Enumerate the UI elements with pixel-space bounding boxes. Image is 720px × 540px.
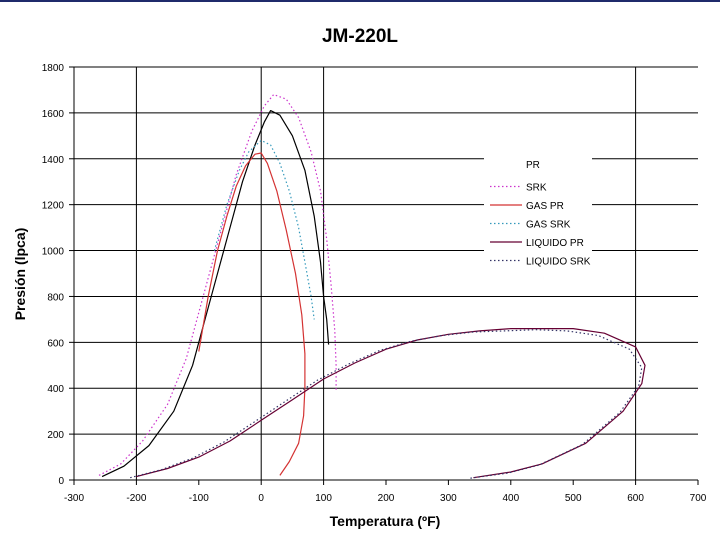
- series-layer: [98, 93, 646, 479]
- chart-title: JM-220L: [321, 26, 399, 47]
- y-tick-label: 0: [58, 476, 64, 487]
- series-line-pr: [101, 110, 330, 478]
- x-tick-label: 300: [440, 493, 457, 504]
- legend-label: GAS SRK: [526, 220, 571, 231]
- legend-label: SRK: [526, 183, 547, 194]
- y-tick-label: 1400: [42, 155, 65, 166]
- x-tick-label: 200: [378, 493, 395, 504]
- top-border: [0, 0, 720, 2]
- y-tick-label: 600: [47, 338, 64, 349]
- x-tick-label: 700: [690, 493, 707, 504]
- legend-box: [484, 154, 592, 273]
- series-line-liquido-pr: [136, 328, 646, 479]
- y-tick-label: 1200: [42, 201, 65, 212]
- grid-lines: [74, 66, 698, 481]
- x-tick-label: 500: [565, 493, 582, 504]
- x-axis-label: Temperatura (ºF): [329, 513, 441, 529]
- x-tick-label: 0: [258, 493, 264, 504]
- series-line-gas-srk: [213, 139, 315, 320]
- legend-label: LIQUIDO SRK: [526, 257, 591, 268]
- series-line-liquido-srk: [130, 329, 643, 479]
- y-tick-label: 1000: [42, 247, 65, 258]
- y-tick-label: 1800: [42, 63, 65, 74]
- y-tick-label: 400: [47, 384, 64, 395]
- legend-label: GAS PR: [526, 201, 564, 212]
- x-tick-label: 400: [502, 493, 519, 504]
- legend-label: LIQUIDO PR: [526, 238, 584, 249]
- x-tick-label: -100: [189, 493, 209, 504]
- x-tick-label: 600: [627, 493, 644, 504]
- x-tick-label: 100: [315, 493, 332, 504]
- legend-label: PR: [526, 160, 540, 171]
- series-line-gas-pr: [198, 152, 306, 476]
- y-tick-label: 200: [47, 430, 64, 441]
- x-tick-label: -300: [64, 493, 84, 504]
- y-tick-label: 800: [47, 292, 64, 303]
- legend: PR SRK GAS PR GAS SRK LIQUIDO PR LIQUIDO SRK: [484, 154, 592, 273]
- series-line-srk: [98, 93, 337, 476]
- x-tick-label: -200: [126, 493, 146, 504]
- y-tick-label: 1600: [42, 109, 65, 120]
